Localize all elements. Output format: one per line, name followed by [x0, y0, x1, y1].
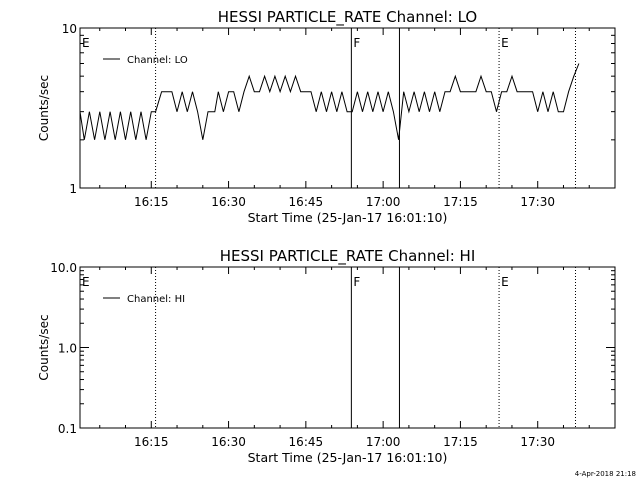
chart-title: HESSI PARTICLE_RATE Channel: HI — [220, 247, 476, 266]
x-tick-label: 16:15 — [134, 195, 169, 209]
y-axis-label: Counts/sec — [37, 314, 51, 380]
event-marker-label: E — [82, 275, 90, 289]
plot-frame — [79, 27, 616, 189]
y-tick-label: 10.0 — [50, 261, 77, 275]
event-marker-label: F — [353, 36, 360, 50]
y-tick-label: 0.1 — [58, 422, 77, 436]
legend-label: Channel: LO — [127, 55, 188, 66]
y-tick-label: 1.0 — [58, 342, 77, 356]
x-axis-label: Start Time (25-Jan-17 16:01:10) — [248, 210, 448, 225]
x-tick-label: 16:45 — [289, 195, 324, 209]
event-marker-label: E — [501, 275, 509, 289]
x-tick-label: 17:15 — [443, 195, 478, 209]
x-tick-label: 17:00 — [366, 195, 401, 209]
plot-frame — [79, 266, 616, 429]
x-tick-label: 17:15 — [443, 435, 478, 449]
x-tick-label: 16:30 — [211, 195, 246, 209]
y-tick-label: 10 — [62, 22, 77, 36]
event-marker-label: E — [82, 36, 90, 50]
x-tick-label: 17:30 — [520, 435, 555, 449]
chart-title: HESSI PARTICLE_RATE Channel: LO — [218, 8, 477, 27]
x-axis-label: Start Time (25-Jan-17 16:01:10) — [248, 450, 448, 465]
event-marker-label: F — [353, 275, 360, 289]
legend-label: Channel: HI — [127, 294, 185, 305]
y-tick-label: 1 — [69, 182, 77, 196]
footer-timestamp: 4-Apr-2018 21:18 — [575, 470, 636, 478]
lo-channel-panel: HESSI PARTICLE_RATE Channel: LO Start Tim… — [37, 8, 616, 225]
x-tick-label: 17:00 — [366, 435, 401, 449]
x-tick-label: 16:45 — [289, 435, 324, 449]
data-series-line — [79, 63, 580, 140]
x-tick-label: 17:30 — [520, 195, 555, 209]
y-axis-label: Counts/sec — [37, 75, 51, 141]
event-marker-label: E — [501, 36, 509, 50]
x-tick-label: 16:30 — [211, 435, 246, 449]
hi-channel-panel: HESSI PARTICLE_RATE Channel: HI Start Tim… — [37, 247, 616, 465]
x-tick-label: 16:15 — [134, 435, 169, 449]
